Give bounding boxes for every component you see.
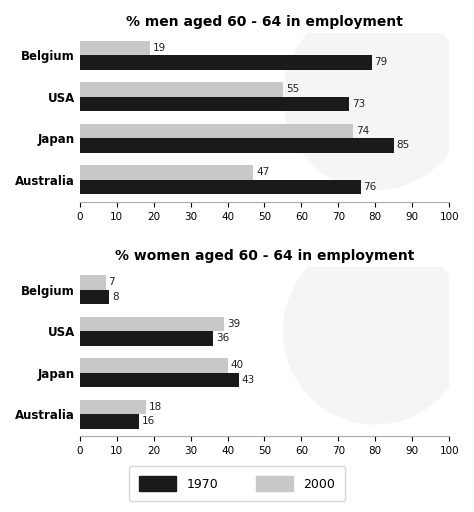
Text: 76: 76 — [364, 182, 377, 192]
Text: 16: 16 — [142, 416, 155, 426]
Text: 43: 43 — [242, 375, 255, 385]
Ellipse shape — [283, 3, 468, 190]
Text: 47: 47 — [256, 167, 270, 178]
Bar — [80, 55, 372, 70]
Bar — [80, 331, 213, 346]
Text: 18: 18 — [149, 402, 163, 412]
Text: 40: 40 — [230, 360, 244, 370]
Bar — [80, 358, 228, 373]
Text: 8: 8 — [112, 292, 119, 302]
Text: 74: 74 — [356, 126, 369, 136]
Text: 19: 19 — [153, 43, 166, 53]
Bar — [80, 180, 361, 194]
Bar — [80, 316, 224, 331]
Bar — [80, 124, 353, 138]
Bar — [80, 138, 394, 153]
Bar — [80, 165, 254, 180]
Bar — [80, 275, 106, 290]
Text: 85: 85 — [397, 140, 410, 151]
Title: % women aged 60 - 64 in employment: % women aged 60 - 64 in employment — [115, 249, 414, 263]
Text: 55: 55 — [286, 84, 299, 94]
Text: 36: 36 — [216, 333, 229, 344]
Ellipse shape — [283, 238, 468, 424]
Bar — [80, 97, 349, 111]
Legend: 1970, 2000: 1970, 2000 — [129, 466, 345, 501]
Text: 79: 79 — [374, 57, 388, 68]
Bar — [80, 414, 139, 429]
Bar — [80, 290, 109, 304]
Text: 73: 73 — [352, 99, 365, 109]
Bar — [80, 373, 238, 387]
Text: 39: 39 — [227, 319, 240, 329]
Title: % men aged 60 - 64 in employment: % men aged 60 - 64 in employment — [126, 15, 403, 29]
Text: 7: 7 — [109, 278, 115, 287]
Bar — [80, 399, 146, 414]
Bar — [80, 40, 150, 55]
Bar — [80, 82, 283, 97]
